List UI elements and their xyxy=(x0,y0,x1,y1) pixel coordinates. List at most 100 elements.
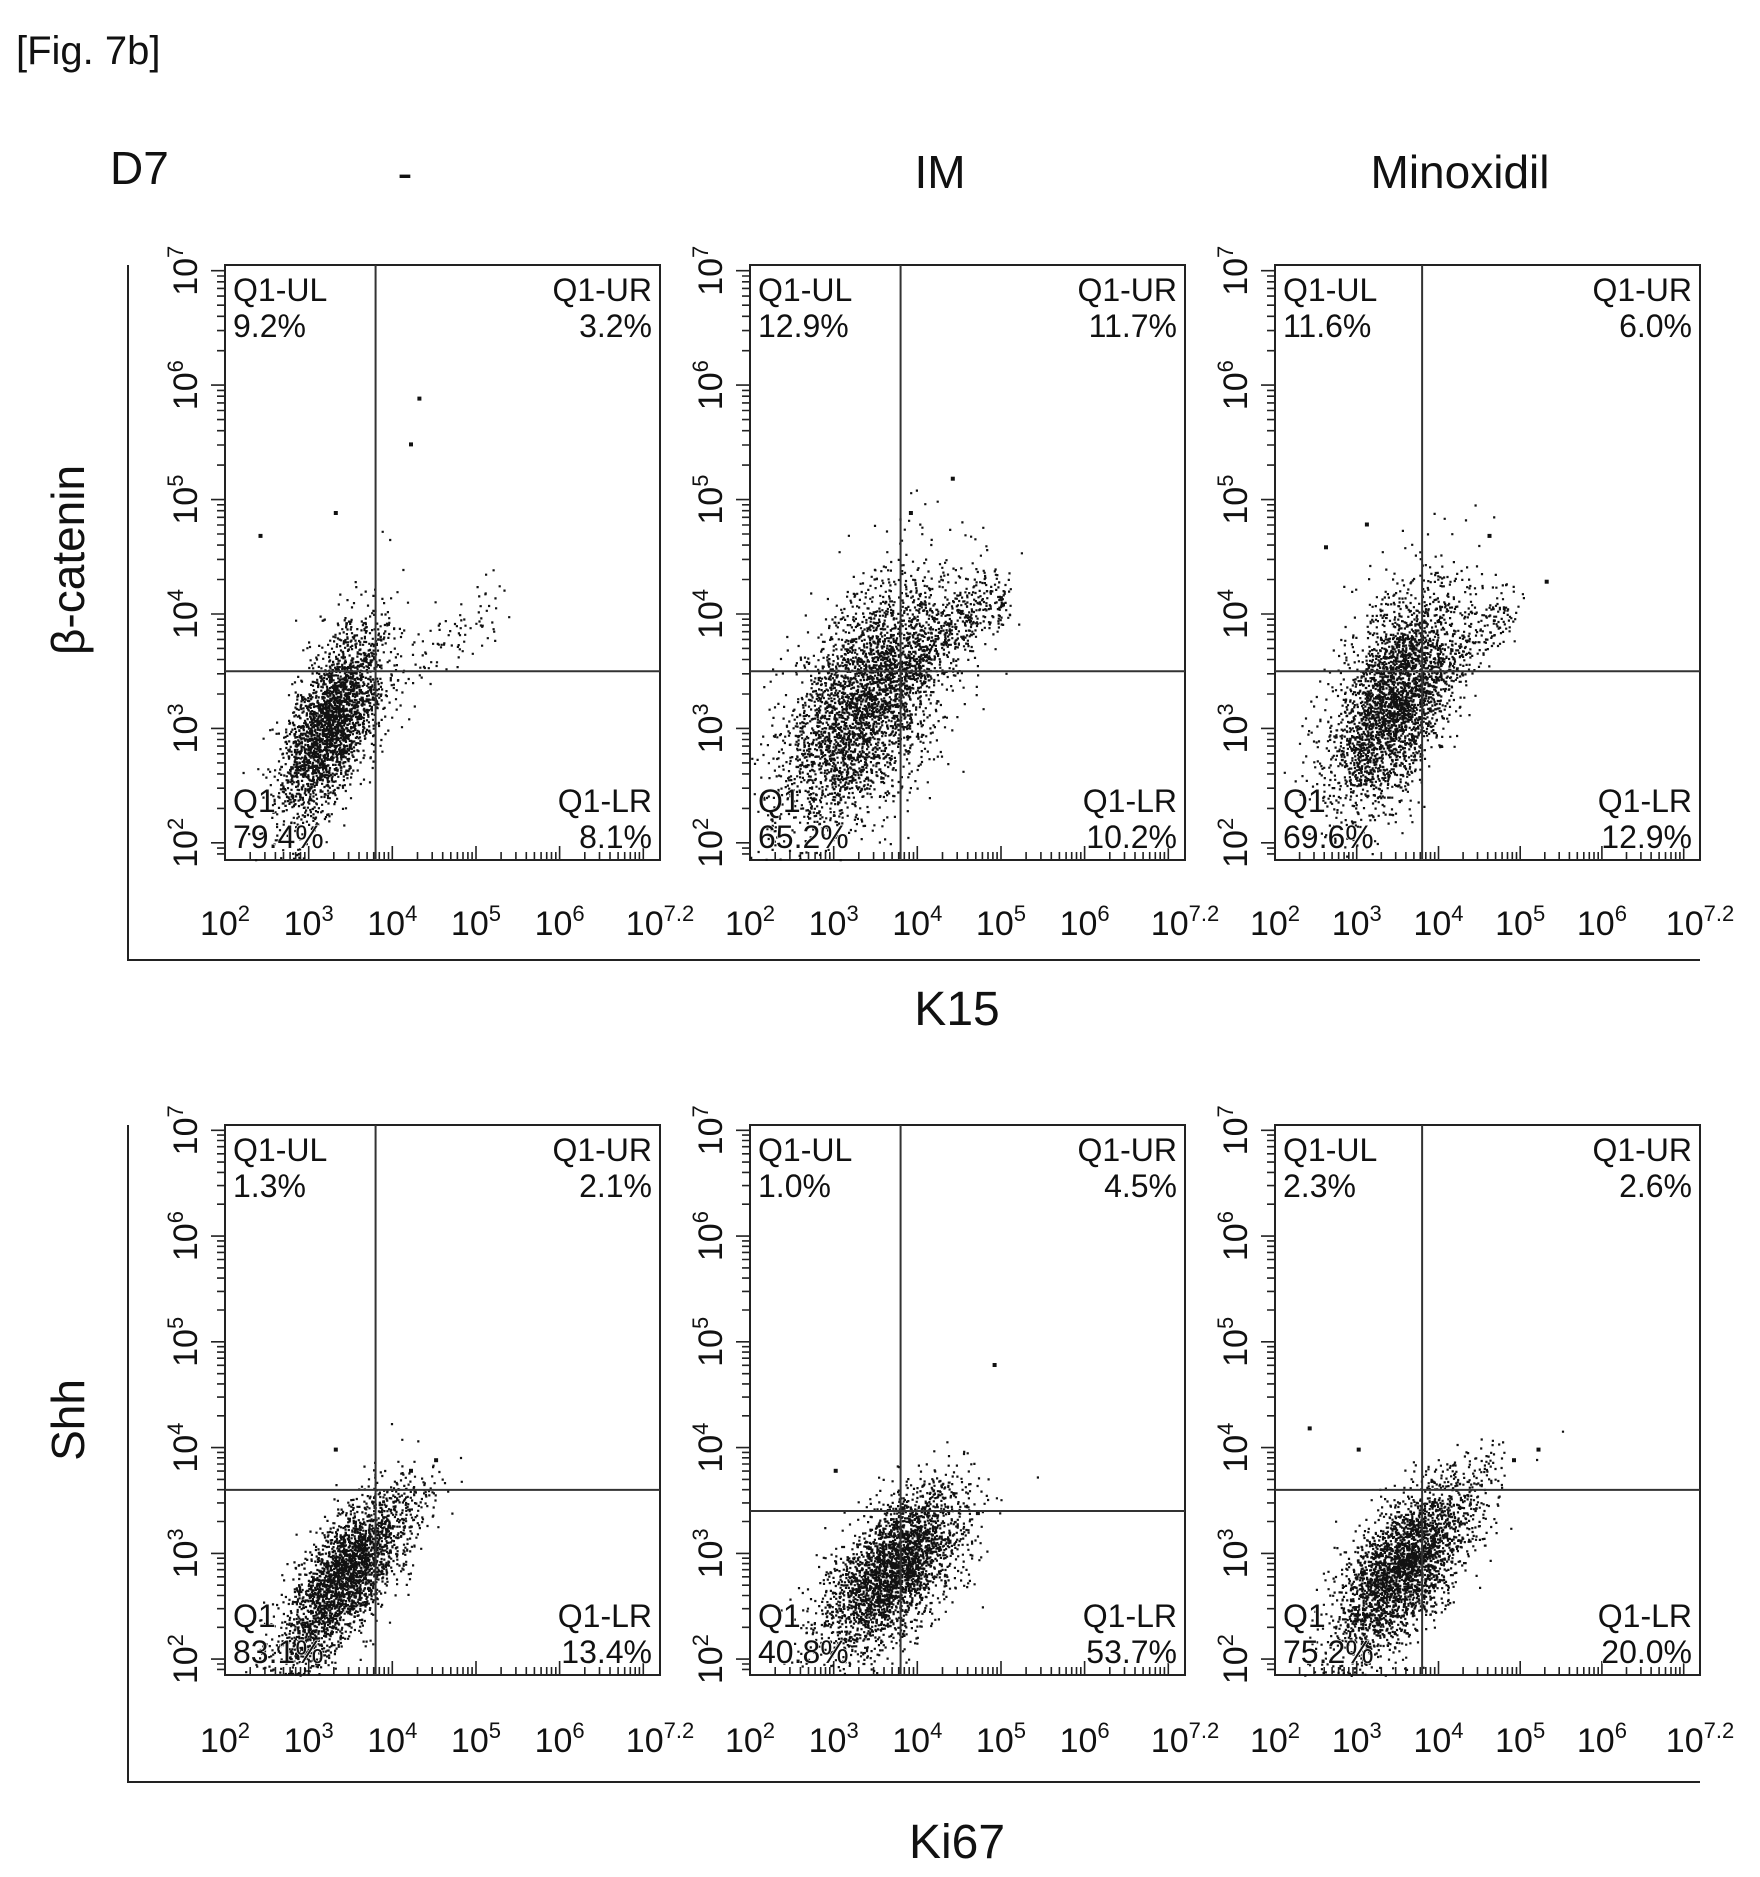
quadrant-ll-value: 79.4% xyxy=(233,819,324,855)
axis-minor-ticks xyxy=(1261,1129,1685,1675)
scatter-point-cloud xyxy=(1283,504,1525,858)
row-label-shh: Shh xyxy=(42,1379,94,1461)
axis-minor-ticks xyxy=(736,1129,1170,1675)
quadrant-ur-name: Q1-UR xyxy=(1592,272,1692,308)
x-tick-label: 103 xyxy=(1332,901,1382,943)
quadrant-ll-value: 83.1% xyxy=(233,1634,324,1670)
quadrant-lr-value: 20.0% xyxy=(1601,1634,1692,1670)
y-tick-label: 106 xyxy=(1213,1211,1255,1261)
y-tick-label: 103 xyxy=(688,1528,730,1578)
y-tick-label: 102 xyxy=(163,818,205,868)
y-tick-label: 104 xyxy=(163,1423,205,1473)
x-tick-label: 103 xyxy=(284,901,334,943)
scatter-panel-shh-1: 102 103 104 105 106 107 102 103 104 105 106 107.2 Q1… xyxy=(688,1105,1219,1760)
quadrant-ll-value: 65.2% xyxy=(758,819,849,855)
axis-minor-ticks xyxy=(211,1129,645,1675)
x-tick-label: 105 xyxy=(976,901,1026,943)
x-tick-label: 105 xyxy=(451,1718,501,1760)
quadrant-ul-name: Q1-UL xyxy=(1283,1132,1377,1168)
y-tick-label: 106 xyxy=(163,360,205,410)
x-tick-label: 106 xyxy=(535,901,585,943)
y-tick-label: 105 xyxy=(1213,475,1255,525)
column-title-control: - xyxy=(398,149,413,198)
quadrant-ur-name: Q1-UR xyxy=(552,1132,652,1168)
x-tick-label: 104 xyxy=(367,1718,417,1760)
x-tick-label: 106 xyxy=(1577,901,1627,943)
x-tick-label: 104 xyxy=(892,901,942,943)
scatter-outlier-point xyxy=(409,1468,413,1473)
y-tick-label: 104 xyxy=(1213,589,1255,639)
x-tick-label: 102 xyxy=(1250,901,1300,943)
scatter-point-cloud xyxy=(1304,1430,1565,1677)
x-tick-label: 103 xyxy=(809,1718,859,1760)
y-tick-label: 107 xyxy=(1213,1105,1255,1155)
x-tick-label: 103 xyxy=(1332,1718,1382,1760)
quadrant-ur-name: Q1-UR xyxy=(552,272,652,308)
scatter-panel-beta-catenin-1: 102 103 104 105 106 107 102 103 104 105 106 107.2 Q1… xyxy=(688,246,1219,943)
quadrant-lr-value: 53.7% xyxy=(1086,1634,1177,1670)
x-tick-label: 105 xyxy=(451,901,501,943)
quadrant-lr-name: Q1-LR xyxy=(1083,783,1177,819)
quadrant-ul-name: Q1-UL xyxy=(1283,272,1377,308)
quadrant-ul-value: 1.0% xyxy=(758,1168,831,1204)
scatter-outlier-point xyxy=(833,1468,838,1473)
x-tick-label: 103 xyxy=(809,901,859,943)
x-tick-label: 106 xyxy=(1060,1718,1110,1760)
quadrant-ul-value: 11.6% xyxy=(1283,308,1371,344)
x-tick-label: 107.2 xyxy=(1151,901,1219,943)
x-tick-label: 105 xyxy=(1495,901,1545,943)
plot-frame xyxy=(1274,264,1701,861)
scatter-outlier-point xyxy=(434,1458,439,1463)
x-axis-label-ki67: Ki67 xyxy=(909,1816,1005,1869)
scatter-point-cloud xyxy=(245,1423,463,1677)
x-tick-label: 104 xyxy=(1413,901,1463,943)
quadrant-ur-value: 6.0% xyxy=(1619,308,1692,344)
quadrant-ur-name: Q1-UR xyxy=(1592,1132,1692,1168)
scatter-outlier-point xyxy=(1356,1447,1361,1452)
scatter-outlier-point xyxy=(258,533,263,538)
x-tick-label: 106 xyxy=(1060,901,1110,943)
quadrant-lr-name: Q1-LR xyxy=(1083,1598,1177,1634)
day-label: D7 xyxy=(110,142,169,194)
quadrant-ll-value: 69.6% xyxy=(1283,819,1374,855)
scatter-outlier-point xyxy=(950,476,955,481)
scatter-outlier-point xyxy=(992,1363,997,1367)
y-tick-label: 107 xyxy=(163,1105,205,1155)
quadrant-ll-name: Q1 xyxy=(758,783,801,819)
quadrant-ur-value: 4.5% xyxy=(1104,1168,1177,1204)
y-tick-label: 102 xyxy=(688,818,730,868)
y-tick-label: 106 xyxy=(688,360,730,410)
y-tick-label: 107 xyxy=(1213,246,1255,296)
y-tick-label: 102 xyxy=(163,1634,205,1684)
y-tick-label: 105 xyxy=(688,475,730,525)
quadrant-ul-name: Q1-UL xyxy=(233,272,327,308)
quadrant-lr-name: Q1-LR xyxy=(558,783,652,819)
y-tick-label: 105 xyxy=(1213,1317,1255,1367)
axis-minor-ticks xyxy=(1261,269,1685,860)
scatter-outlier-point xyxy=(409,442,413,447)
y-tick-label: 106 xyxy=(163,1211,205,1261)
x-tick-label: 107.2 xyxy=(626,901,694,943)
y-tick-label: 102 xyxy=(1213,818,1255,868)
quadrant-ur-name: Q1-UR xyxy=(1077,272,1177,308)
scatter-outlier-point xyxy=(1001,602,1005,607)
quadrant-ul-name: Q1-UL xyxy=(233,1132,327,1168)
x-tick-label: 107.2 xyxy=(1666,1718,1734,1760)
scatter-outlier-point xyxy=(908,511,913,515)
scatter-outlier-point xyxy=(1544,579,1549,584)
y-tick-label: 102 xyxy=(688,1634,730,1684)
figure-label: [Fig. 7b] xyxy=(16,29,161,73)
quadrant-ur-value: 11.7% xyxy=(1089,308,1177,344)
x-tick-label: 102 xyxy=(725,901,775,943)
scatter-panel-shh-2: 102 103 104 105 106 107 102 103 104 105 106 107.2 Q1… xyxy=(1213,1105,1734,1760)
quadrant-ll-name: Q1 xyxy=(758,1598,801,1634)
quadrant-lr-value: 12.9% xyxy=(1601,819,1692,855)
scatter-points xyxy=(1283,504,1549,858)
scatter-points xyxy=(780,1363,1039,1675)
y-tick-label: 105 xyxy=(688,1317,730,1367)
x-tick-label: 106 xyxy=(1577,1718,1627,1760)
quadrant-lr-name: Q1-LR xyxy=(1598,1598,1692,1634)
quadrant-ur-value: 3.2% xyxy=(579,308,652,344)
x-tick-label: 103 xyxy=(284,1718,334,1760)
plot-frame xyxy=(224,1124,661,1676)
